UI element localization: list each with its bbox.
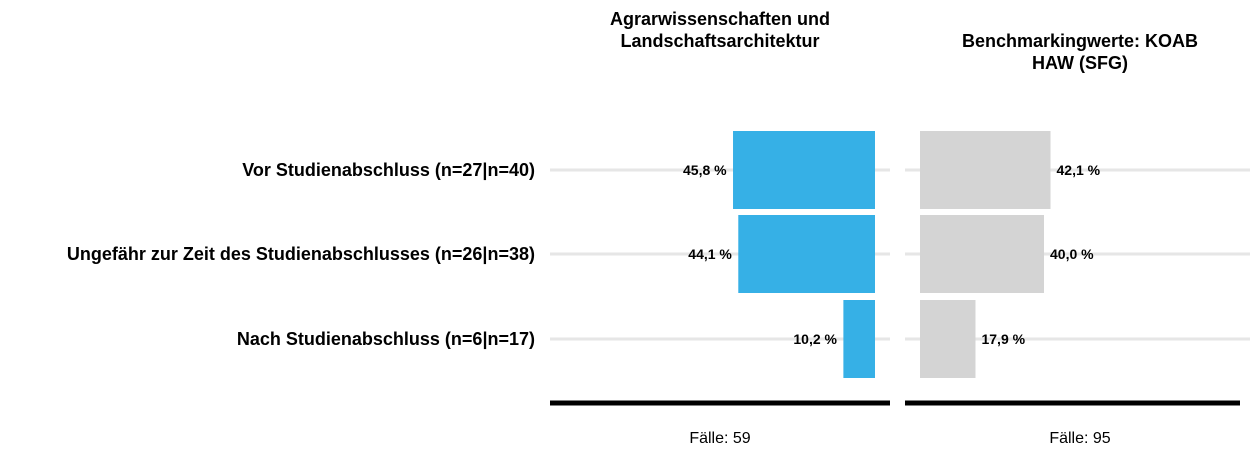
panel-title: Benchmarkingwerte: KOAB HAW (SFG) xyxy=(961,31,1199,73)
value-label: 10,2 % xyxy=(793,331,837,347)
bar xyxy=(920,300,976,378)
category-label: Nach Studienabschluss (n=6|n=17) xyxy=(236,329,535,349)
value-label: 40,0 % xyxy=(1050,246,1094,262)
bar xyxy=(920,215,1044,293)
value-label: 44,1 % xyxy=(688,246,732,262)
panel-title: Agrarwissenschaften und Landschaftsarchi… xyxy=(609,9,831,51)
category-label: Vor Studienabschluss (n=27|n=40) xyxy=(242,160,535,180)
bar xyxy=(843,300,875,378)
bar xyxy=(920,131,1051,209)
value-label: 42,1 % xyxy=(1056,162,1101,178)
bar xyxy=(733,131,875,209)
case-count: Fälle: 59 xyxy=(689,430,751,447)
bar xyxy=(738,215,875,293)
value-label: 17,9 % xyxy=(981,331,1026,347)
case-count: Fälle: 95 xyxy=(1049,430,1111,447)
value-label: 45,8 % xyxy=(683,162,727,178)
category-label: Ungefähr zur Zeit des Studienabschlusses… xyxy=(66,244,535,264)
